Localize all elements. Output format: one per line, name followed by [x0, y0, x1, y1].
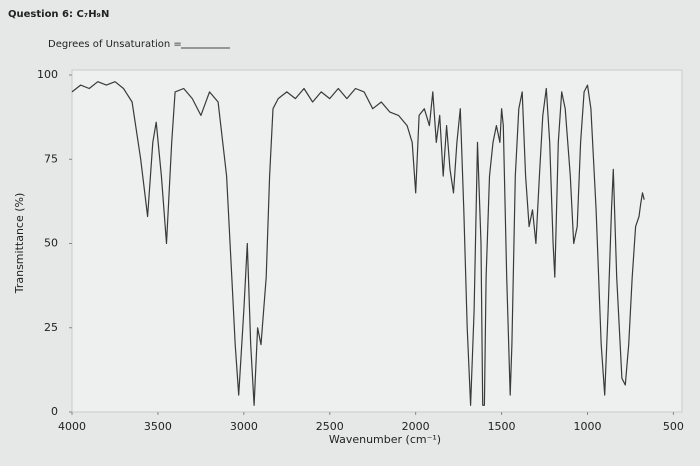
- x-tick-label: 2500: [316, 420, 344, 433]
- question: Question 6: C₇H₉N: [8, 9, 109, 20]
- x-tick-label: 500: [663, 420, 684, 433]
- x-tick-label: 1500: [488, 420, 516, 433]
- y-tick-label: 75: [44, 152, 58, 165]
- plot-area: [71, 69, 683, 413]
- x-tick-label: 1000: [573, 420, 601, 433]
- y-axis-label: Transmittance (%): [13, 193, 26, 295]
- y-tick-label: 50: [44, 237, 58, 250]
- y-tick-label: 100: [37, 68, 58, 81]
- x-tick-label: 2000: [402, 420, 430, 433]
- x-tick-label: 3500: [144, 420, 172, 433]
- y-tick-label: 0: [51, 405, 58, 418]
- x-axis-label: Wavenumber (cm⁻¹): [329, 433, 441, 446]
- spectrum-line: [71, 81, 645, 406]
- prompt: Degrees of Unsaturation =: [48, 39, 182, 50]
- y-tick-label: 25: [44, 321, 58, 334]
- x-tick-label: 3000: [230, 420, 258, 433]
- x-tick-label: 4000: [58, 420, 86, 433]
